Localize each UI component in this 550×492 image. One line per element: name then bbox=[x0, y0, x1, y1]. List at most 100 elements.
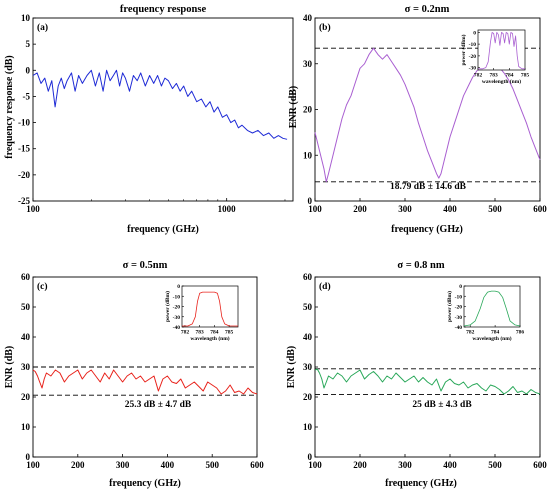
panel-c-xtick-label: 400 bbox=[161, 460, 175, 470]
panel-d-xtick-label: 500 bbox=[488, 460, 502, 470]
panel-d-ytick-label: 30 bbox=[303, 362, 313, 372]
panel-a-xlabel: frequency (GHz) bbox=[127, 224, 199, 235]
panel-d-inset-ytick-label: -20 bbox=[455, 305, 463, 311]
panel-a-ytick-label: 10 bbox=[21, 13, 31, 23]
panel-a-ytick-label: -25 bbox=[18, 196, 30, 206]
panel-c-xtick-label: 500 bbox=[205, 460, 219, 470]
panel-c-inset-ytick-label: -30 bbox=[173, 315, 181, 321]
panel-c-xlabel: frequency (GHz) bbox=[109, 478, 181, 489]
panel-d-inset-xtick-label: 786 bbox=[516, 330, 525, 336]
panel-c-xtick-label: 200 bbox=[71, 460, 85, 470]
panel-c-inset-frame bbox=[181, 285, 239, 328]
panel-b-inset-xtick-label: 783 bbox=[490, 73, 499, 79]
panel-b-inset-ytick-label: -20 bbox=[469, 54, 477, 60]
panel-b-inset-frame bbox=[477, 29, 526, 71]
panel-d-ytick-label: 10 bbox=[303, 422, 313, 432]
panel-a-xtick-label: 1000 bbox=[218, 204, 237, 214]
panel-c-ytick-label: 20 bbox=[21, 392, 31, 402]
panel-c-series-line bbox=[32, 369, 258, 395]
panel-b-ytick-label: 20 bbox=[303, 105, 313, 115]
panel-d-ytick-label: 50 bbox=[303, 302, 313, 312]
panel-c-inset-ylabel: power (dBm) bbox=[164, 291, 171, 322]
panel-d-ylabel: ENR (dB) bbox=[286, 346, 297, 389]
panel-c-ytick-label: 0 bbox=[26, 452, 31, 462]
panel-b-inset: 782 783 784 785 0 -10 -20 -30 wavelength (nm) pow… bbox=[460, 29, 530, 85]
panel-b-xtick-label: 300 bbox=[398, 204, 412, 214]
panel-b-xtick-label: 600 bbox=[533, 204, 547, 214]
panel-b-inset-xtick-label: 782 bbox=[474, 73, 483, 79]
panel-d-xlabel: frequency (GHz) bbox=[385, 478, 457, 489]
panel-c-inset-xtick-label: 784 bbox=[210, 330, 219, 336]
panel-b-xlabel: frequency (GHz) bbox=[391, 224, 463, 235]
panel-c-inset-ytick-label: 0 bbox=[177, 284, 180, 290]
panel-b-xtick-label: 200 bbox=[353, 204, 367, 214]
panel-d-inset-ylabel: power (dBm) bbox=[446, 291, 453, 322]
panel-a-ytick-label: -20 bbox=[18, 170, 30, 180]
panel-c-label: (c) bbox=[37, 281, 48, 292]
panel-d-inset-frame bbox=[463, 285, 521, 328]
panel-c-inset-ytick-label: -20 bbox=[173, 305, 181, 311]
panel-c-ytick-label: 60 bbox=[21, 272, 31, 282]
panel-b: σ = 0.2nm 100 200 300 400 500 600 0 10 20 30 40 (b… bbox=[288, 4, 547, 235]
panel-c: σ = 0.5nm 100 200 300 400 500 600010203040506… bbox=[4, 260, 264, 489]
panel-c-ylabel: ENR (dB) bbox=[4, 346, 15, 389]
panel-a-ylabel: frequency response (dB) bbox=[4, 55, 15, 159]
panel-d-ytick-label: 40 bbox=[303, 332, 313, 342]
panel-c-inset-xtick-label: 782 bbox=[181, 330, 190, 336]
panel-d-inset-ytick-label: 0 bbox=[459, 284, 462, 290]
panel-c-inset-xtick-label: 783 bbox=[196, 330, 205, 336]
panel-c-xtick-label: 600 bbox=[250, 460, 264, 470]
panel-a-frame bbox=[32, 17, 294, 202]
panel-b-label: (b) bbox=[319, 22, 331, 33]
panel-d-series-line bbox=[314, 368, 541, 395]
panel-a-ytick-label: -15 bbox=[18, 144, 30, 154]
panel-a-ytick-label: -5 bbox=[23, 91, 31, 101]
panel-d-title: σ = 0.8 nm bbox=[397, 260, 445, 271]
panel-d-inset-xtick-label: 784 bbox=[491, 330, 500, 336]
panel-a-ytick-label: 0 bbox=[26, 65, 31, 75]
panel-d-inset-xlabel: wavelength (nm) bbox=[472, 335, 511, 342]
panel-a-ytick-label: 5 bbox=[26, 39, 31, 49]
panel-b-xtick-label: 400 bbox=[443, 204, 457, 214]
panel-d-ytick-label: 20 bbox=[303, 392, 313, 402]
panel-c-inset-ytick-label: -10 bbox=[173, 294, 181, 300]
panel-b-ytick-label: 0 bbox=[308, 196, 313, 206]
panel-d-inset-ytick-label: -30 bbox=[455, 315, 463, 321]
panel-b-ytick-label: 30 bbox=[303, 59, 313, 69]
panel-c-ytick-label: 30 bbox=[21, 362, 31, 372]
panel-a-plot: 100 1000 -25 -20 -15 -10 -5 0 5 10 bbox=[18, 13, 294, 214]
panel-a: frequency response 10 0 1000 -25 -20 -15 -10 -5… bbox=[4, 4, 294, 235]
panel-d-label: (d) bbox=[319, 281, 331, 292]
panel-b-inset-series-line bbox=[478, 32, 525, 70]
panel-a-title: frequency response bbox=[120, 4, 207, 15]
panel-c-inset-ytick-label: -40 bbox=[173, 325, 181, 331]
panel-b-inset-ytick-label: -10 bbox=[469, 42, 477, 48]
panel-d-annotation: 25 dB ± 4.3 dB bbox=[412, 400, 472, 410]
panel-d-ytick-label: 0 bbox=[308, 452, 313, 462]
panel-b-inset-xtick-label: 785 bbox=[521, 73, 530, 79]
panel-b-inset-ytick-label: -30 bbox=[469, 66, 477, 72]
panel-d-inset-series-line bbox=[463, 290, 521, 327]
panel-c-inset: 782 783 784 785 0 -10 -20 -30 -40 wavelength (nm)… bbox=[164, 284, 239, 342]
panel-b-xtick-label: 500 bbox=[488, 204, 502, 214]
panel-d-inset-ytick-label: -10 bbox=[455, 294, 463, 300]
panel-d: σ = 0.8 nm 100 200 300 400 500 60001020304050… bbox=[286, 260, 547, 489]
panel-d-plot: 100 200 300 400 500 600 0 10 20 30 40 50 60 bbox=[303, 272, 547, 470]
panel-d-inset: 782 784 786 0 -10 -20 -30 -40 wavelength (nm) pow… bbox=[446, 284, 524, 342]
panel-d-xtick-label: 300 bbox=[398, 460, 412, 470]
panel-d-xtick-label: 200 bbox=[353, 460, 367, 470]
panel-d-xtick-label: 100 bbox=[308, 460, 322, 470]
panel-c-xtick-label: 100 bbox=[26, 460, 40, 470]
panel-c-annotation: 25.3 dB ± 4.7 dB bbox=[125, 400, 192, 410]
panel-b-inset-ylabel: power (dBm) bbox=[460, 34, 467, 65]
panel-b-inset-xtick-label: 784 bbox=[505, 73, 514, 79]
panel-c-ytick-label: 10 bbox=[21, 422, 31, 432]
panel-c-xtick-label: 300 bbox=[116, 460, 130, 470]
panel-b-inset-xlabel: wavelength (nm) bbox=[482, 78, 521, 85]
panel-a-ytick-label: -10 bbox=[18, 118, 30, 128]
panel-b-title: σ = 0.2nm bbox=[405, 4, 450, 15]
panel-d-inset-xtick-label: 782 bbox=[466, 330, 475, 336]
panel-b-xtick-label: 100 bbox=[308, 204, 322, 214]
panel-b-inset-ytick-label: 0 bbox=[473, 30, 476, 36]
